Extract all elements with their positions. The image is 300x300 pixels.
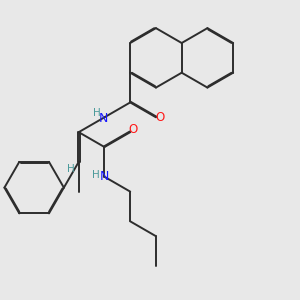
Text: O: O <box>156 111 165 124</box>
Text: H: H <box>93 108 101 118</box>
Text: H: H <box>68 164 75 174</box>
Text: O: O <box>129 123 138 136</box>
Text: H: H <box>92 170 100 180</box>
Text: N: N <box>98 112 108 125</box>
Text: N: N <box>100 170 109 183</box>
